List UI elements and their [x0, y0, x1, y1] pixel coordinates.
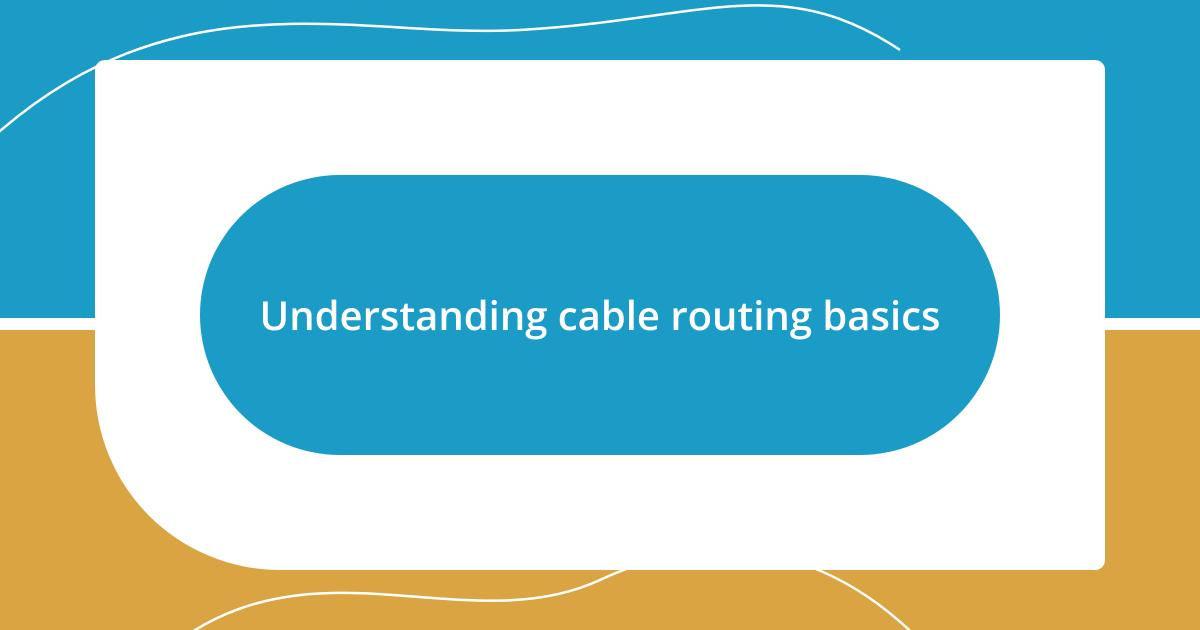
title-text: Understanding cable routing basics	[220, 290, 981, 340]
infographic-canvas: Understanding cable routing basics	[0, 0, 1200, 630]
title-pill: Understanding cable routing basics	[200, 175, 1000, 455]
